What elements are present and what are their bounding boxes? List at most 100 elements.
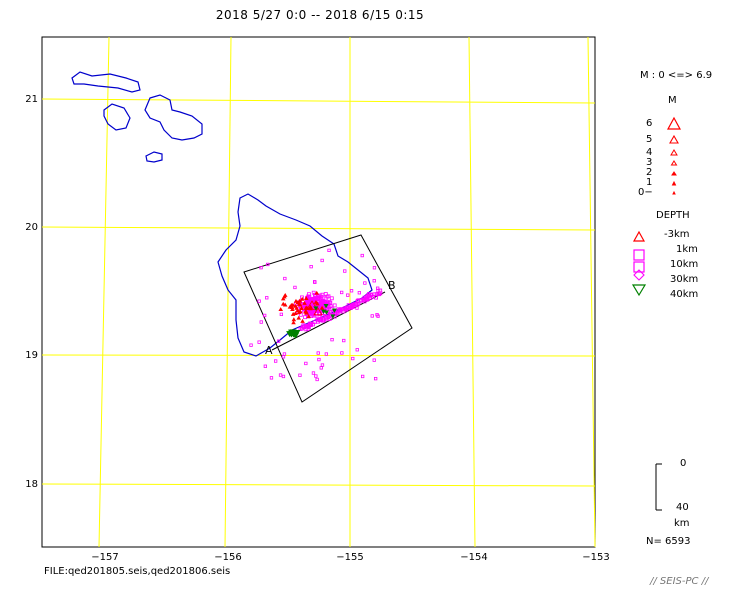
event-marker: [306, 300, 318, 310]
depth-symbol-10km: [633, 261, 645, 273]
event-marker: [292, 331, 300, 338]
depth-scale-bottom: 40: [676, 502, 689, 513]
event-marker: [339, 290, 344, 295]
depth-level-40: 40km: [670, 289, 699, 300]
island-kahoolawe: [145, 151, 163, 163]
mag-symbol-1: [671, 180, 677, 186]
mag-symbol-3: [670, 160, 678, 166]
event-count: N= 6593: [646, 536, 691, 547]
event-marker: [332, 303, 337, 308]
credit-label: // SEIS-PC //: [650, 576, 709, 587]
event-marker: [360, 374, 365, 379]
event-marker: [319, 305, 325, 310]
event-marker: [280, 296, 286, 301]
mag-level-4: 4: [646, 147, 653, 158]
parallel-21: [41, 98, 596, 104]
event-marker: [342, 338, 346, 343]
depth-symbol-40km: [631, 284, 647, 297]
event-marker: [313, 307, 323, 316]
event-marker: [281, 374, 286, 379]
event-marker: [291, 317, 297, 322]
event-marker: [290, 311, 296, 316]
parallel-20: [41, 226, 596, 231]
event-marker: [304, 361, 308, 366]
event-marker: [363, 281, 367, 285]
depth-level-neg3: -3km: [664, 229, 690, 240]
lat-label-20: 20: [25, 222, 38, 233]
event-marker: [273, 359, 278, 363]
depth-title: DEPTH: [656, 210, 690, 221]
event-marker: [298, 373, 302, 377]
event-marker: [266, 262, 270, 267]
event-marker: [297, 298, 303, 303]
event-marker: [330, 314, 336, 319]
event-marker: [290, 307, 295, 312]
event-marker: [367, 292, 371, 296]
lat-label-18: 18: [25, 479, 38, 490]
meridian-154: [468, 36, 476, 548]
event-marker: [259, 320, 263, 324]
event-marker: [302, 300, 307, 305]
depth-level-30: 30km: [670, 274, 699, 285]
event-marker: [282, 352, 287, 356]
lon-label-155: −155: [336, 552, 364, 563]
event-marker: [375, 286, 380, 290]
event-marker: [298, 312, 303, 317]
event-marker: [359, 298, 364, 303]
event-marker: [259, 265, 263, 270]
event-marker: [326, 315, 331, 320]
depth-level-1: 1km: [676, 244, 698, 255]
lon-label-153: −153: [582, 552, 610, 563]
earthquake-events: [249, 248, 383, 382]
mag-level-3: 3: [646, 157, 653, 168]
event-marker: [331, 308, 337, 313]
event-marker: [372, 279, 376, 283]
lon-label-154: −154: [460, 552, 488, 563]
event-marker: [308, 304, 313, 309]
event-marker: [323, 296, 328, 301]
event-marker: [295, 300, 301, 305]
event-marker: [314, 290, 320, 295]
event-marker: [293, 298, 299, 303]
event-marker: [265, 296, 269, 300]
event-marker: [313, 280, 317, 284]
event-marker: [303, 296, 309, 300]
event-marker: [306, 292, 311, 297]
event-marker: [322, 300, 327, 305]
cross-section-box: [243, 234, 413, 403]
event-marker: [324, 352, 329, 356]
magnitude-title: M: [668, 95, 677, 106]
event-marker: [377, 292, 382, 297]
event-marker: [293, 285, 297, 290]
graticule: [41, 36, 596, 548]
event-marker: [360, 253, 364, 258]
event-marker: [349, 289, 354, 293]
event-marker: [357, 291, 362, 295]
depth-symbol-30km: [633, 269, 645, 281]
event-marker: [291, 320, 296, 325]
event-marker: [303, 306, 309, 310]
event-marker: [340, 351, 344, 355]
mag-level-5: 5: [646, 134, 653, 145]
depth-legend-symbols: [631, 230, 647, 297]
event-marker: [313, 306, 319, 311]
map-frame: [41, 36, 596, 548]
mag-symbol-2: [671, 171, 677, 176]
profile-label-b: B: [388, 279, 396, 292]
event-marker: [316, 351, 320, 355]
meridian-153: [587, 36, 596, 548]
event-marker: [316, 319, 320, 324]
parallel-19: [41, 354, 596, 357]
event-marker: [376, 314, 380, 318]
event-marker: [280, 301, 286, 306]
mag-level-0: 0−: [638, 187, 653, 198]
event-marker: [311, 371, 316, 375]
event-marker: [278, 307, 284, 312]
event-marker: [315, 377, 319, 382]
depth-scale-unit: km: [674, 518, 690, 529]
event-marker: [299, 306, 304, 310]
island-molokai: [71, 71, 141, 93]
event-marker: [351, 356, 355, 361]
lat-label-21: 21: [25, 94, 38, 105]
